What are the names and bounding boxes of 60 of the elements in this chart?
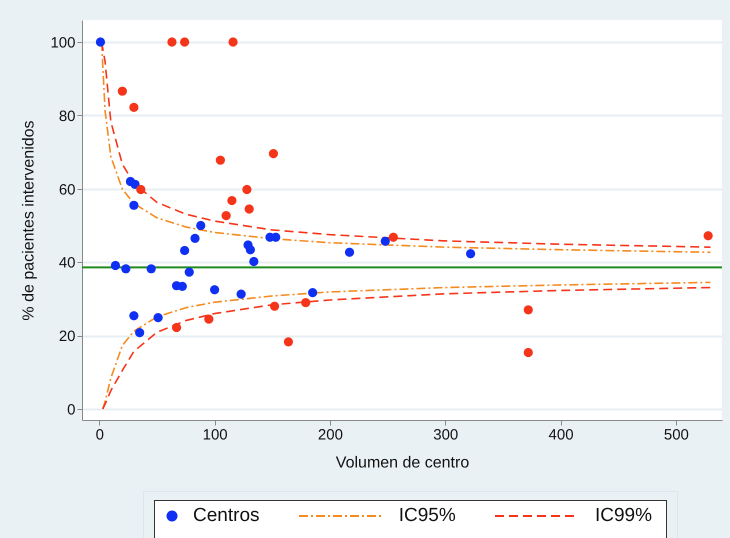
point <box>228 37 238 47</box>
point <box>167 37 177 47</box>
point <box>344 248 354 257</box>
point <box>180 246 190 256</box>
point <box>704 231 713 240</box>
point <box>222 210 231 220</box>
point <box>110 260 120 270</box>
point <box>242 184 252 194</box>
y-tick-label: 40 <box>58 254 76 272</box>
point <box>146 264 156 274</box>
point <box>524 348 533 358</box>
x-tick-label: 400 <box>548 426 574 444</box>
point <box>172 322 182 332</box>
x-tick-label: 500 <box>664 426 689 444</box>
point <box>244 204 254 214</box>
point <box>196 220 206 230</box>
point <box>130 180 140 190</box>
point <box>466 249 476 258</box>
y-tick-label: 20 <box>58 328 76 346</box>
point <box>236 290 246 299</box>
point <box>308 288 318 298</box>
point <box>216 156 225 165</box>
point <box>154 313 163 322</box>
point <box>136 184 146 194</box>
x-axis-title: Volumen de centro <box>336 454 470 472</box>
y-tick-label: 0 <box>67 401 76 418</box>
point <box>135 328 144 338</box>
point <box>180 37 190 47</box>
point <box>268 148 278 158</box>
point <box>178 282 187 292</box>
y-tick-label: 60 <box>58 181 76 198</box>
point <box>210 285 220 294</box>
point <box>524 305 533 315</box>
x-tick-label: 100 <box>202 426 228 444</box>
x-tick-label: 300 <box>433 426 458 444</box>
point <box>284 337 294 346</box>
point <box>129 311 138 320</box>
point <box>96 37 106 47</box>
x-tick-label: 0 <box>96 426 104 444</box>
point <box>249 256 258 266</box>
point <box>388 232 398 242</box>
legend-label: Centros <box>193 505 260 527</box>
point <box>121 264 130 274</box>
point <box>129 102 138 112</box>
x-tick-label: 200 <box>318 426 343 444</box>
point <box>380 236 390 246</box>
point <box>204 314 214 324</box>
point <box>301 298 310 308</box>
point <box>227 196 237 206</box>
point <box>129 200 138 210</box>
y-tick-label: 100 <box>50 34 76 52</box>
legend-label: IC95% <box>398 505 456 527</box>
point <box>118 86 127 96</box>
y-axis-title: % de pacientes intervenidos <box>20 120 38 321</box>
point <box>190 234 200 243</box>
point <box>184 268 194 277</box>
legend-label: IC99% <box>594 505 652 527</box>
point <box>270 302 280 311</box>
y-tick-label: 80 <box>58 108 76 125</box>
point <box>246 245 255 254</box>
